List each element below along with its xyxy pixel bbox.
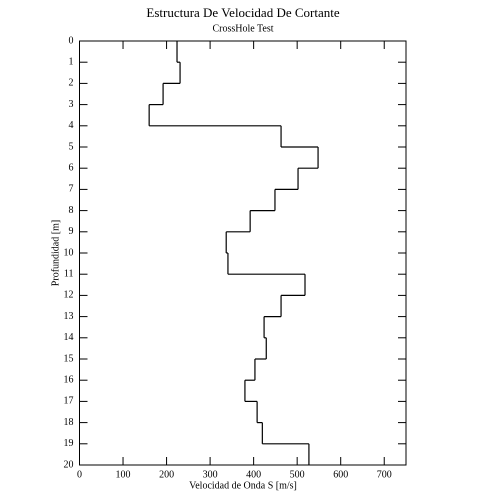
y-tick-label: 0 (69, 35, 74, 46)
x-tick-label: 600 (333, 469, 348, 480)
y-tick-label: 20 (64, 459, 74, 470)
y-tick-label: 7 (69, 184, 74, 195)
y-tick-label: 10 (64, 247, 74, 258)
y-tick-label: 9 (69, 226, 74, 237)
y-tick-label: 12 (64, 290, 74, 301)
y-tick-label: 5 (69, 141, 74, 152)
x-axis-label: Velocidad de Onda S [m/s] (189, 480, 297, 491)
y-tick-label: 16 (64, 374, 74, 385)
x-tick-label: 200 (159, 469, 174, 480)
x-tick-label: 400 (246, 469, 261, 480)
chart-subtitle: CrossHole Test (212, 23, 273, 34)
plot-frame (79, 40, 407, 466)
y-tick-label: 15 (64, 353, 74, 364)
y-tick-label: 3 (69, 99, 74, 110)
y-tick-label: 1 (69, 56, 74, 67)
x-tick-label: 300 (203, 469, 218, 480)
y-tick-label: 19 (64, 438, 74, 449)
y-tick-label: 11 (64, 268, 74, 279)
y-tick-label: 6 (69, 162, 74, 173)
x-tick-label: 500 (290, 469, 305, 480)
y-tick-label: 2 (69, 78, 74, 89)
y-tick-label: 17 (64, 396, 74, 407)
x-tick-label: 700 (377, 469, 392, 480)
y-tick-label: 4 (69, 120, 74, 131)
y-tick-label: 14 (64, 332, 74, 343)
x-tick-label: 0 (77, 469, 82, 480)
y-tick-label: 13 (64, 311, 74, 322)
y-axis-label: Profundidad [m] (50, 220, 61, 286)
y-tick-label: 18 (64, 417, 74, 428)
x-tick-label: 100 (116, 469, 131, 480)
chart-title: Estructura De Velocidad De Cortante (146, 5, 339, 20)
y-tick-label: 8 (69, 205, 74, 216)
